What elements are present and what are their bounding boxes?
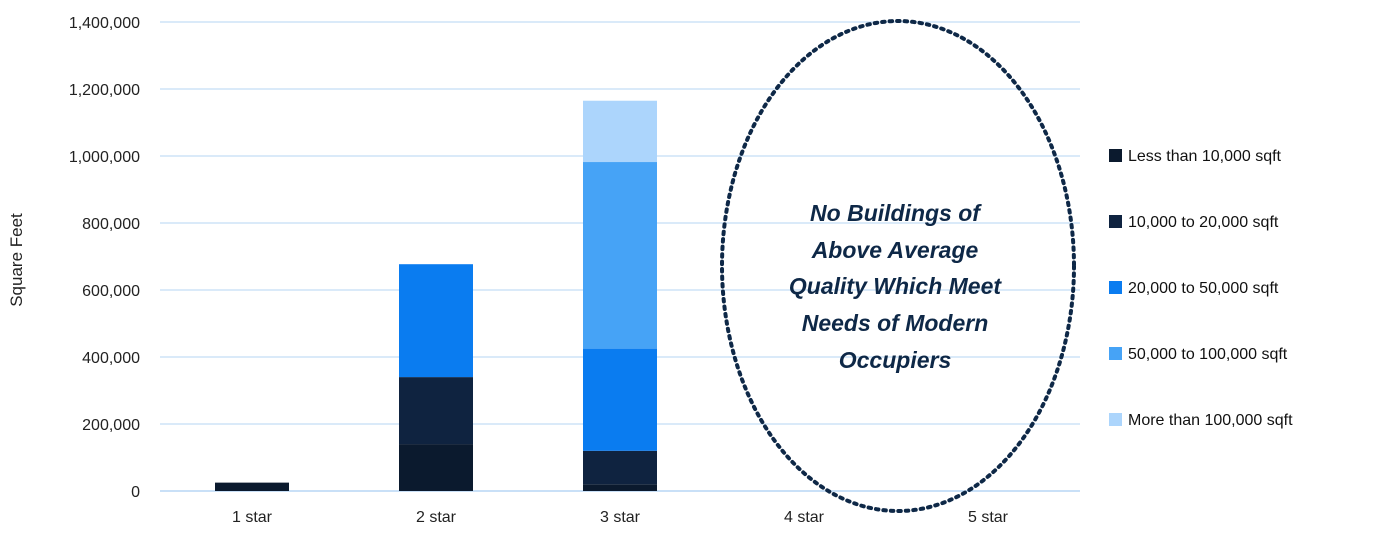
legend-label: Less than 10,000 sqft bbox=[1128, 148, 1282, 165]
legend: Less than 10,000 sqft 10,000 to 20,000 sq… bbox=[1109, 148, 1293, 429]
legend-label: More than 100,000 sqft bbox=[1128, 412, 1293, 429]
bar-segment bbox=[399, 444, 473, 491]
y-tick-label: 600,000 bbox=[82, 283, 140, 300]
x-axis-ticks: 1 star 2 star 3 star 4 star 5 star bbox=[232, 509, 1009, 526]
annotation-ellipse bbox=[720, 19, 1076, 513]
y-tick-label: 400,000 bbox=[82, 350, 140, 367]
annotation: No Buildings of Above Average Quality Wh… bbox=[720, 19, 1076, 513]
bar-segment bbox=[215, 482, 289, 491]
bar-segment bbox=[399, 377, 473, 445]
x-tick-label: 4 star bbox=[784, 509, 825, 526]
y-tick-label: 0 bbox=[131, 484, 140, 501]
annotation-line: No Buildings of bbox=[810, 200, 982, 226]
bar-segment bbox=[583, 484, 657, 491]
annotation-line: Occupiers bbox=[839, 347, 952, 373]
legend-swatch bbox=[1109, 347, 1122, 360]
x-tick-label: 5 star bbox=[968, 509, 1009, 526]
bars bbox=[215, 100, 657, 491]
annotation-line: Above Average bbox=[811, 237, 979, 263]
legend-swatch bbox=[1109, 281, 1122, 294]
x-tick-label: 1 star bbox=[232, 509, 273, 526]
y-tick-label: 1,200,000 bbox=[69, 82, 140, 99]
legend-label: 20,000 to 50,000 sqft bbox=[1128, 280, 1279, 297]
y-tick-label: 800,000 bbox=[82, 216, 140, 233]
y-tick-label: 200,000 bbox=[82, 417, 140, 434]
x-tick-label: 3 star bbox=[600, 509, 641, 526]
x-tick-label: 2 star bbox=[416, 509, 457, 526]
legend-swatch bbox=[1109, 215, 1122, 228]
bar-segment bbox=[583, 100, 657, 163]
bar-segment bbox=[399, 264, 473, 378]
y-tick-label: 1,400,000 bbox=[69, 15, 140, 32]
y-tick-label: 1,000,000 bbox=[69, 149, 140, 166]
legend-label: 10,000 to 20,000 sqft bbox=[1128, 214, 1279, 231]
bar-segment bbox=[583, 162, 657, 349]
y-axis-ticks: 0 200,000 400,000 600,000 800,000 1,000,000 1,… bbox=[69, 15, 140, 501]
bar-segment bbox=[583, 450, 657, 485]
y-axis-label: Square Feet bbox=[7, 213, 26, 307]
legend-swatch bbox=[1109, 413, 1122, 426]
legend-swatch bbox=[1109, 149, 1122, 162]
annotation-line: Quality Which Meet bbox=[789, 273, 1002, 299]
legend-label: 50,000 to 100,000 sqft bbox=[1128, 346, 1288, 363]
bar-segment bbox=[583, 348, 657, 451]
annotation-line: Needs of Modern bbox=[802, 310, 989, 336]
